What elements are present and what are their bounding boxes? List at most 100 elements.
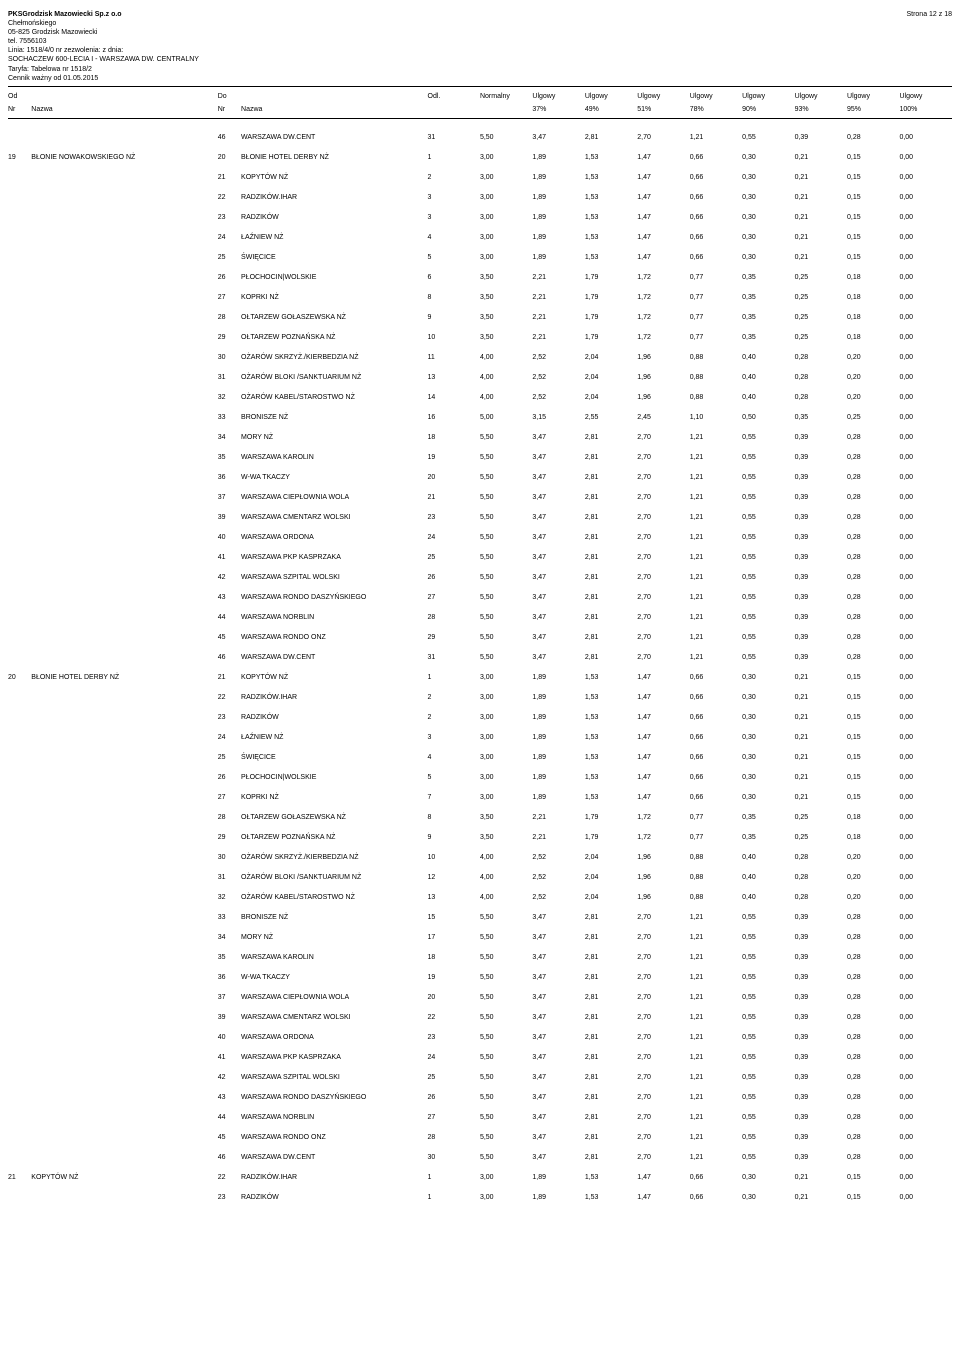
table-row: 42WARSZAWA SZPITAL WOLSKI255,503,472,812…: [8, 1068, 952, 1088]
table-row: 40WARSZAWA ORDONA235,503,472,812,701,210…: [8, 1028, 952, 1048]
table-row: 28OŁTARZEW GOŁASZEWSKA NŻ93,502,211,791,…: [8, 308, 952, 328]
table-row: 37WARSZAWA CIEPŁOWNIA WOLA205,503,472,81…: [8, 988, 952, 1008]
company-addr1: Chełmońskiego: [8, 20, 56, 27]
price-37: 3,47: [532, 468, 584, 488]
price-49: 1,79: [585, 828, 637, 848]
price-95: 0,25: [847, 408, 899, 428]
price-95: 0,28: [847, 588, 899, 608]
od-nr: [8, 268, 31, 288]
price-90: 0,30: [742, 148, 794, 168]
price-norm: 3,00: [480, 228, 532, 248]
price-100: 0,00: [899, 908, 952, 928]
price-93: 0,21: [795, 168, 847, 188]
price-49: 2,81: [585, 488, 637, 508]
price-norm: 5,50: [480, 588, 532, 608]
od-name: [31, 728, 217, 748]
table-row: 39WARSZAWA CMENTARZ WOLSKI235,503,472,81…: [8, 508, 952, 528]
od-nr: [8, 368, 31, 388]
do-name: ŁAŹNIEW NŻ: [241, 228, 427, 248]
price-90: 0,30: [742, 688, 794, 708]
header-row: PKSGrodzisk Mazowiecki Sp.z o.o Chełmońs…: [8, 10, 952, 83]
col-ulg-6: Ulgowy: [847, 90, 899, 103]
do-nr: 35: [218, 948, 241, 968]
price-49: 1,53: [585, 148, 637, 168]
price-95: 0,28: [847, 1028, 899, 1048]
price-100: 0,00: [899, 1008, 952, 1028]
price-51: 2,70: [637, 928, 689, 948]
price-93: 0,39: [795, 608, 847, 628]
od-nr: [8, 728, 31, 748]
price-100: 0,00: [899, 628, 952, 648]
price-100: 0,00: [899, 1028, 952, 1048]
table-row: 27KOPRKI NŻ73,001,891,531,470,660,300,21…: [8, 788, 952, 808]
price-49: 2,81: [585, 928, 637, 948]
price-norm: 5,50: [480, 1008, 532, 1028]
price-norm: 5,50: [480, 1088, 532, 1108]
od-name: [31, 1068, 217, 1088]
price-100: 0,00: [899, 408, 952, 428]
od-nr: [8, 1048, 31, 1068]
price-51: 1,72: [637, 808, 689, 828]
company-taryfa: Taryfa: Tabelowa nr 1518/2: [8, 66, 92, 73]
price-90: 0,35: [742, 328, 794, 348]
price-37: 2,21: [532, 288, 584, 308]
do-name: WARSZAWA CIEPŁOWNIA WOLA: [241, 488, 427, 508]
odl: 4: [428, 748, 480, 768]
do-name: OŻARÓW BLOKI /SANKTUARIUM NŻ: [241, 368, 427, 388]
price-100: 0,00: [899, 848, 952, 868]
odl: 23: [428, 508, 480, 528]
price-78: 1,10: [690, 408, 742, 428]
price-51: 1,47: [637, 228, 689, 248]
price-51: 2,70: [637, 648, 689, 668]
price-49: 2,81: [585, 1008, 637, 1028]
price-90: 0,30: [742, 748, 794, 768]
price-37: 2,21: [532, 328, 584, 348]
price-93: 0,25: [795, 308, 847, 328]
price-norm: 3,50: [480, 808, 532, 828]
price-37: 3,47: [532, 548, 584, 568]
price-norm: 5,50: [480, 428, 532, 448]
price-51: 1,72: [637, 828, 689, 848]
price-49: 2,81: [585, 448, 637, 468]
col-ulg-7: Ulgowy: [899, 90, 952, 103]
price-90: 0,30: [742, 1188, 794, 1208]
page-number: Strona 12 z 18: [906, 10, 952, 83]
price-78: 1,21: [690, 948, 742, 968]
odl: 4: [428, 228, 480, 248]
price-95: 0,28: [847, 908, 899, 928]
price-51: 1,96: [637, 368, 689, 388]
do-nr: 21: [218, 168, 241, 188]
price-100: 0,00: [899, 708, 952, 728]
od-nr: [8, 708, 31, 728]
price-95: 0,15: [847, 688, 899, 708]
price-78: 1,21: [690, 988, 742, 1008]
price-100: 0,00: [899, 968, 952, 988]
do-nr: 45: [218, 1128, 241, 1148]
price-norm: 4,00: [480, 348, 532, 368]
od-nr: [8, 1088, 31, 1108]
price-95: 0,20: [847, 388, 899, 408]
do-name: MORY NŻ: [241, 428, 427, 448]
do-name: OŁTARZEW GOŁASZEWSKA NŻ: [241, 308, 427, 328]
price-90: 0,55: [742, 988, 794, 1008]
price-100: 0,00: [899, 768, 952, 788]
price-37: 2,52: [532, 848, 584, 868]
price-37: 3,47: [532, 488, 584, 508]
price-93: 0,39: [795, 968, 847, 988]
price-51: 2,70: [637, 1068, 689, 1088]
price-90: 0,55: [742, 608, 794, 628]
od-name: [31, 388, 217, 408]
table-row: 22RADZIKÓW.IHAR33,001,891,531,470,660,30…: [8, 188, 952, 208]
price-95: 0,18: [847, 328, 899, 348]
table-row: 19BŁONIE NOWAKOWSKIEGO NŻ20BŁONIE HOTEL …: [8, 148, 952, 168]
od-nr: [8, 228, 31, 248]
price-78: 0,88: [690, 348, 742, 368]
table-row: 46WARSZAWA DW.CENT315,503,472,812,701,21…: [8, 648, 952, 668]
price-95: 0,28: [847, 1068, 899, 1088]
price-78: 0,77: [690, 808, 742, 828]
company-tel: tel. 7556103: [8, 38, 47, 45]
do-name: WARSZAWA RONDO ONZ: [241, 628, 427, 648]
price-norm: 3,00: [480, 148, 532, 168]
od-nr: [8, 328, 31, 348]
price-norm: 3,00: [480, 188, 532, 208]
